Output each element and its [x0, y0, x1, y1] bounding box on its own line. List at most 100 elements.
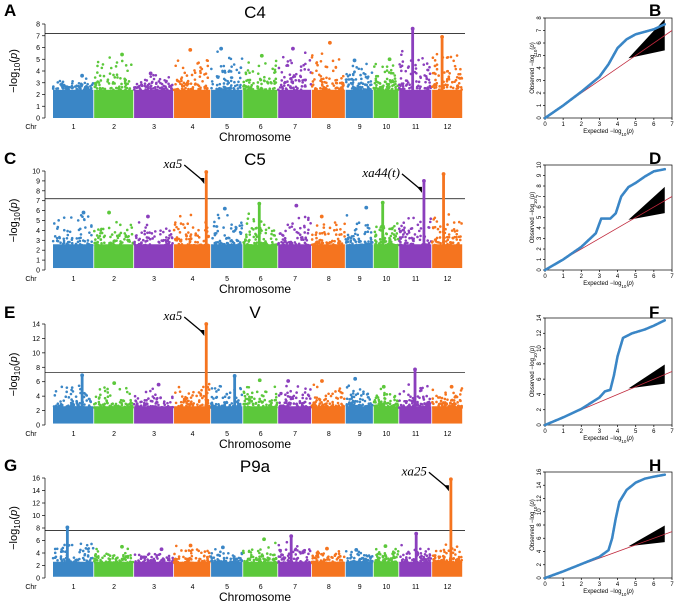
- snp-point: [419, 561, 423, 565]
- snp-point: [97, 228, 100, 231]
- snp-point: [340, 77, 343, 80]
- snp-point: [77, 84, 80, 88]
- chromosome-tick-label: 9: [358, 276, 362, 283]
- snp-point: [223, 395, 227, 399]
- y-tick-label: 4: [36, 551, 40, 558]
- snp-point: [86, 239, 90, 242]
- snp-point: [235, 238, 239, 242]
- snp-point: [247, 239, 250, 243]
- snp-point: [222, 556, 226, 560]
- snp-point: [82, 558, 86, 561]
- snp-point: [250, 400, 253, 403]
- snp-point: [345, 404, 349, 407]
- snp-point: [272, 243, 275, 246]
- y-axis-label: Observed −log10(p): [530, 42, 538, 94]
- snp-point: [140, 231, 144, 234]
- snp-point: [394, 85, 397, 89]
- snp-point: [86, 82, 89, 86]
- snp-point: [279, 392, 283, 396]
- snp-density-band: [373, 406, 399, 424]
- snp-point: [337, 58, 341, 61]
- snp-point: [62, 228, 66, 232]
- snp-point: [364, 244, 368, 248]
- snp-point: [397, 406, 401, 409]
- snp-point: [301, 81, 304, 84]
- snp-point: [393, 398, 396, 402]
- snp-point: [256, 85, 259, 88]
- snp-point: [260, 86, 263, 90]
- snp-point: [319, 405, 323, 409]
- snp-point: [145, 223, 149, 227]
- snp-point: [457, 72, 460, 76]
- snp-point: [150, 555, 153, 559]
- snp-point: [396, 222, 399, 225]
- snp-point: [384, 555, 388, 558]
- snp-point: [199, 404, 202, 407]
- snp-point: [301, 393, 305, 397]
- snp-point: [250, 548, 254, 551]
- x-axis-label: Expected −log10(p): [583, 589, 634, 597]
- peak-column: [413, 369, 417, 409]
- snp-point: [126, 238, 129, 242]
- snp-point: [390, 87, 394, 91]
- snp-point: [69, 401, 73, 405]
- snp-point: [290, 225, 294, 228]
- snp-point: [404, 84, 408, 87]
- snp-point: [380, 403, 383, 407]
- snp-point: [108, 241, 111, 245]
- snp-point: [189, 561, 193, 565]
- chromosome-tick-label: 6: [259, 124, 263, 131]
- snp-point: [336, 397, 340, 400]
- snp-point: [283, 75, 286, 79]
- snp-point: [381, 65, 384, 69]
- y-tick-label: 2: [36, 92, 40, 99]
- snp-point: [358, 406, 362, 409]
- snp-point: [173, 557, 176, 561]
- snp-point: [357, 240, 361, 243]
- snp-point: [125, 386, 128, 390]
- snp-point: [151, 404, 155, 408]
- snp-point: [422, 556, 426, 559]
- snp-point: [370, 403, 374, 407]
- snp-point: [236, 559, 240, 563]
- snp-point: [453, 401, 456, 405]
- snp-point: [339, 227, 342, 231]
- snp-point: [60, 548, 63, 551]
- snp-point: [277, 560, 281, 563]
- x-axis-label: Chromosome: [219, 437, 291, 451]
- peak-snp: [112, 381, 117, 386]
- snp-point: [321, 403, 324, 406]
- snp-point: [346, 406, 350, 409]
- snp-point: [324, 397, 328, 401]
- snp-point: [129, 554, 132, 557]
- snp-point: [210, 551, 214, 555]
- snp-point: [460, 88, 463, 91]
- snp-point: [309, 221, 312, 225]
- snp-point: [332, 228, 336, 232]
- snp-point: [229, 86, 232, 89]
- snp-point: [151, 237, 154, 240]
- snp-point: [346, 557, 349, 560]
- peak-snp: [257, 201, 262, 206]
- snp-point: [185, 560, 188, 564]
- snp-point: [247, 212, 251, 215]
- snp-point: [252, 81, 255, 85]
- snp-point: [248, 78, 252, 82]
- snp-point: [149, 389, 152, 393]
- snp-point: [90, 83, 94, 87]
- snp-point: [308, 549, 312, 553]
- snp-point: [401, 82, 405, 85]
- snp-point: [130, 404, 134, 408]
- snp-point: [75, 237, 79, 240]
- snp-point: [180, 242, 184, 246]
- snp-point: [456, 401, 459, 404]
- chromosome-tick-label: 7: [293, 124, 297, 131]
- snp-point: [443, 71, 446, 74]
- snp-point: [228, 403, 232, 407]
- snp-point: [225, 392, 229, 396]
- snp-point: [67, 396, 71, 399]
- snp-point: [95, 406, 99, 409]
- snp-point: [61, 242, 65, 246]
- snp-point: [129, 398, 132, 402]
- snp-point: [191, 226, 195, 229]
